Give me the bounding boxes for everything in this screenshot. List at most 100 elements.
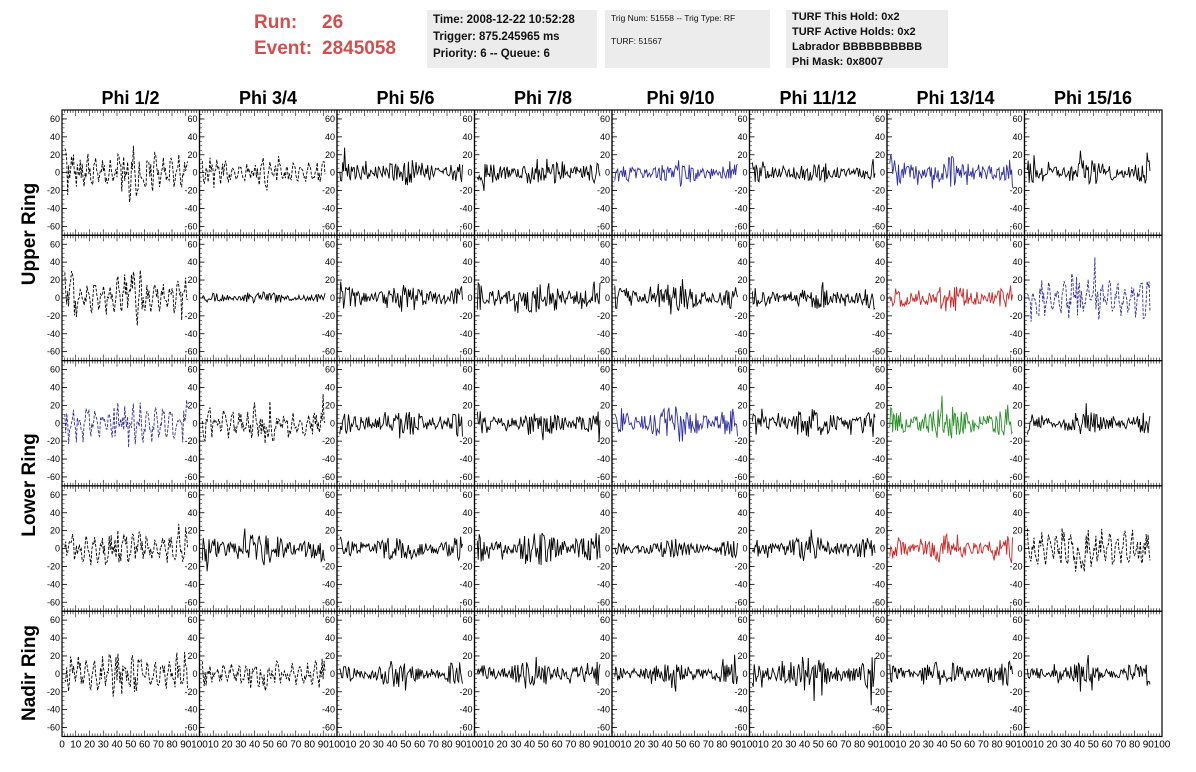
y-tick-label: -60 [872, 221, 885, 231]
panel-frame [1023, 485, 1163, 612]
y-tick-label: 60 [325, 239, 335, 249]
y-tick-label: 20 [187, 150, 197, 160]
waveform-trace [64, 145, 188, 203]
y-tick-label: -60 [1009, 472, 1022, 482]
y-tick-label: -60 [47, 221, 60, 231]
y-tick-label: 20 [1012, 150, 1022, 160]
y-tick-label: 0 [880, 418, 885, 428]
y-tick-label: 60 [325, 490, 335, 500]
y-tick-label: -20 [734, 311, 747, 321]
waveform-trace [476, 158, 601, 191]
y-tick-label: 40 [1012, 257, 1022, 267]
y-tick-label: -60 [1009, 221, 1022, 231]
y-tick-label: 20 [187, 275, 197, 285]
phi-column-label: Phi 3/4 [238, 88, 298, 108]
waveform-trace [476, 411, 601, 443]
y-tick-label: -40 [597, 329, 610, 339]
y-tick-label: 40 [875, 382, 885, 392]
y-tick-label: 0 [192, 418, 197, 428]
y-tick-label: -40 [322, 454, 335, 464]
y-tick-label: 0 [605, 168, 610, 178]
y-tick-label: 60 [600, 239, 610, 249]
y-tick-label: 40 [1012, 508, 1022, 518]
y-tick-label: -20 [1009, 186, 1022, 196]
y-tick-label: -20 [734, 436, 747, 446]
y-tick-label: 40 [325, 382, 335, 392]
y-tick-label: 60 [737, 490, 747, 500]
y-tick-label: 60 [50, 239, 60, 249]
y-tick-label: -20 [47, 436, 60, 446]
y-tick-label: 60 [187, 114, 197, 124]
turf-active-holds-text: TURF Active Holds: 0x2 [792, 26, 916, 38]
y-tick-label: 60 [875, 490, 885, 500]
y-tick-label: 40 [50, 508, 60, 518]
y-tick-label: 20 [1012, 275, 1022, 285]
time-text: Time: 2008-12-22 10:52:28 [433, 14, 575, 26]
panel-frame [198, 610, 338, 738]
y-tick-label: 60 [737, 239, 747, 249]
trig-num-text: Trig Num: 51558 -- Trig Type: RF [611, 13, 736, 23]
panel-frame [473, 360, 613, 487]
y-tick-label: -40 [184, 329, 197, 339]
waveform-panel: -60 -40 -20 0 20 40 60 [47, 610, 201, 738]
y-tick-label: 0 [55, 544, 60, 554]
waveform-panel: -60 -40 -20 0 20 40 60 [734, 109, 888, 236]
waveform-trace [1026, 150, 1151, 186]
y-tick-label: 40 [325, 132, 335, 142]
trigger-text: Trigger: 875.245965 ms [433, 31, 560, 43]
waveform-panel: -60 -40 -20 0 20 40 60 [872, 109, 1026, 236]
y-tick-label: 0 [1017, 544, 1022, 554]
y-tick-label: 20 [600, 526, 610, 536]
y-tick-label: 20 [50, 150, 60, 160]
event-label: Event: [254, 38, 313, 59]
y-tick-label: -40 [47, 579, 60, 589]
y-tick-label: -20 [322, 436, 335, 446]
y-tick-label: -20 [734, 186, 747, 196]
y-tick-label: -60 [1009, 597, 1022, 607]
waveform-panel: -60 -40 -20 0 20 40 60 [459, 485, 613, 612]
y-tick-label: 20 [737, 400, 747, 410]
y-tick-label: 60 [1012, 239, 1022, 249]
y-tick-label: 0 [192, 168, 197, 178]
y-tick-label: -40 [597, 203, 610, 213]
y-tick-label: 60 [1012, 114, 1022, 124]
event-value: 2845058 [322, 38, 396, 59]
y-tick-label: -40 [184, 454, 197, 464]
y-tick-label: 0 [192, 293, 197, 303]
y-tick-label: 60 [462, 114, 472, 124]
y-tick-label: -40 [1009, 203, 1022, 213]
y-tick-label: -20 [1009, 561, 1022, 571]
y-tick-label: -60 [734, 472, 747, 482]
waveform-panel: -60 -40 -20 0 20 40 60 [597, 109, 751, 236]
y-tick-label: -60 [872, 597, 885, 607]
waveform-panel: -60 -40 -20 0 20 40 60 [322, 360, 476, 487]
y-tick-label: 40 [462, 257, 472, 267]
y-tick-label: 20 [187, 651, 197, 661]
y-tick-label: -60 [47, 597, 60, 607]
y-tick-label: 40 [737, 257, 747, 267]
y-tick-label: 60 [600, 365, 610, 375]
y-tick-label: -40 [184, 579, 197, 589]
y-tick-label: -60 [872, 347, 885, 357]
waveform-trace [339, 281, 463, 312]
run-value: 26 [322, 12, 344, 33]
y-tick-label: 20 [325, 400, 335, 410]
phi-column-label: Phi 1/2 [101, 88, 160, 108]
y-tick-label: 40 [600, 382, 610, 392]
y-tick-label: 20 [462, 526, 472, 536]
y-tick-label: -60 [1009, 347, 1022, 357]
y-tick-label: -40 [322, 203, 335, 213]
panel-frame [61, 610, 201, 738]
waveform-panel: -60 -40 -20 0 20 40 60 [597, 234, 751, 362]
y-tick-label: -20 [597, 436, 610, 446]
y-tick-label: 20 [50, 275, 60, 285]
waveform-trace [614, 279, 738, 315]
y-tick-label: 0 [742, 168, 747, 178]
y-tick-label: -40 [1009, 454, 1022, 464]
panel-frame [336, 360, 476, 487]
phi-column-label: Phi 13/14 [916, 88, 995, 108]
panel-frame [61, 485, 201, 612]
y-tick-label: 0 [1017, 418, 1022, 428]
panel-frame [61, 360, 201, 487]
waveform-panel: -60 -40 -20 0 20 40 60 [184, 610, 338, 738]
